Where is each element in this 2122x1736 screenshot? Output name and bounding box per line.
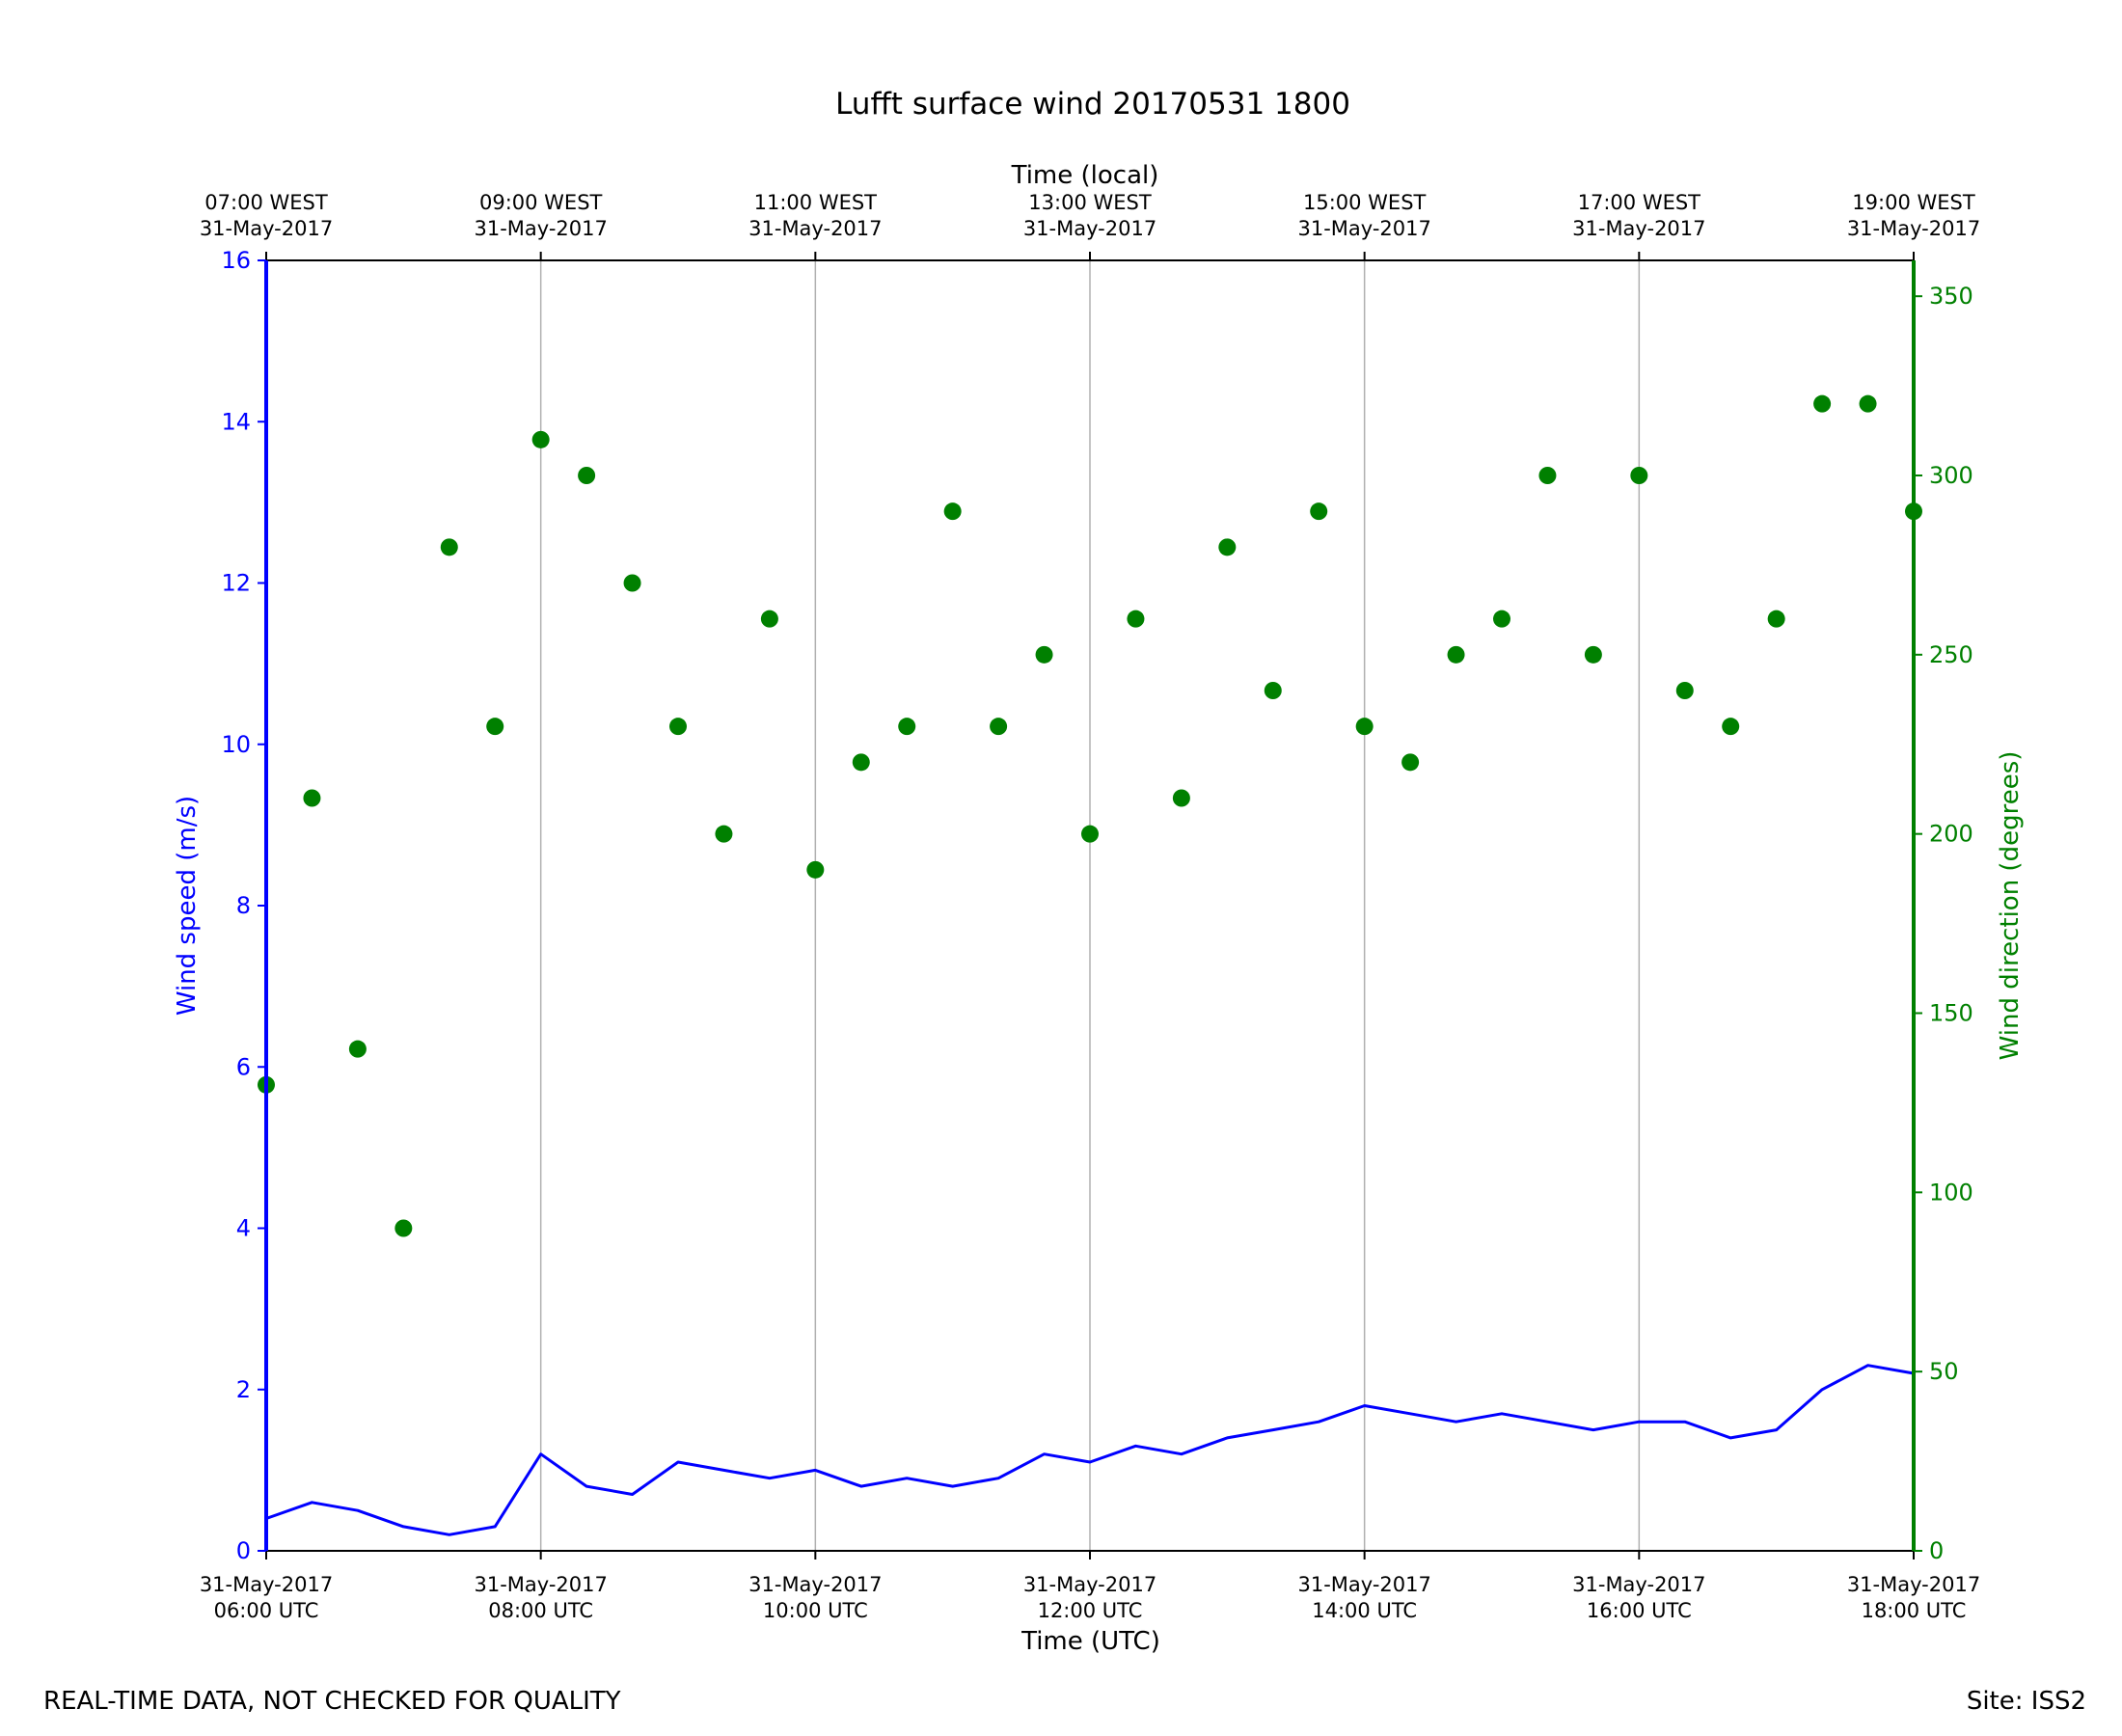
direction-point: [1538, 467, 1557, 484]
x-tick-label-date: 31-May-2017: [1297, 1573, 1430, 1596]
top-tick-label-date: 31-May-2017: [200, 217, 333, 240]
direction-point: [669, 718, 687, 736]
direction-point: [1493, 610, 1510, 628]
direction-point: [303, 789, 321, 807]
direction-point: [1310, 502, 1328, 521]
y-left-tick-label: 6: [236, 1053, 251, 1080]
top-tick-label-date: 31-May-2017: [1023, 217, 1156, 240]
direction-point: [990, 718, 1008, 736]
right-axis-title: Wind direction (degrees): [1996, 751, 2025, 1061]
x-tick-label-date: 31-May-2017: [748, 1573, 882, 1596]
y-left-tick-label: 2: [236, 1376, 251, 1403]
direction-point: [943, 502, 962, 521]
direction-point: [486, 718, 504, 736]
direction-point: [715, 825, 733, 843]
top-tick-label-time: 09:00 WEST: [479, 191, 603, 214]
top-tick-label-date: 31-May-2017: [474, 217, 607, 240]
direction-point: [1447, 645, 1465, 664]
top-tick-label-time: 19:00 WEST: [1852, 191, 1975, 214]
chart-title: Lufft surface wind 20170531 1800: [835, 87, 1350, 122]
y-left-tick-label: 0: [236, 1537, 251, 1564]
direction-point: [578, 467, 596, 484]
top-axis-title: Time (local): [1011, 161, 1159, 190]
y-left-tick-label: 14: [221, 408, 251, 435]
x-tick-label-time: 16:00 UTC: [1587, 1599, 1692, 1622]
x-tick-label-date: 31-May-2017: [200, 1573, 333, 1596]
direction-point: [898, 718, 916, 736]
direction-point: [1081, 825, 1099, 843]
direction-point: [1127, 610, 1145, 628]
y-right-tick-label: 100: [1929, 1179, 1973, 1206]
direction-point: [1722, 718, 1740, 736]
y-right-tick-label: 350: [1929, 283, 1973, 310]
top-tick-label-time: 11:00 WEST: [754, 191, 878, 214]
direction-point: [806, 860, 825, 879]
x-tick-label-date: 31-May-2017: [1847, 1573, 1980, 1596]
y-left-tick-label: 12: [221, 570, 251, 597]
direction-point: [1813, 394, 1832, 413]
axis-ticks: 31-May-2017 06:00 UTC 31-May-2017 08:00 UTC…: [200, 191, 1980, 1622]
y-right-tick-label: 300: [1929, 462, 1973, 489]
direction-point: [623, 574, 641, 592]
y-left-tick-label: 10: [221, 731, 251, 758]
direction-point: [348, 1040, 367, 1058]
speed-series-line: [265, 1364, 1915, 1536]
top-tick-label-date: 31-May-2017: [1297, 217, 1430, 240]
direction-point: [1264, 682, 1282, 699]
top-tick-label-date: 31-May-2017: [1847, 217, 1980, 240]
x-tick-label-time: 14:00 UTC: [1312, 1599, 1417, 1622]
x-tick-label-date: 31-May-2017: [474, 1573, 607, 1596]
direction-point: [1172, 789, 1190, 807]
gridlines: [539, 260, 1641, 1551]
direction-point: [1584, 645, 1602, 664]
top-tick-label-time: 17:00 WEST: [1578, 191, 1701, 214]
y-left-tick-label: 8: [236, 892, 251, 919]
direction-point: [1035, 645, 1053, 664]
x-tick-label-date: 31-May-2017: [1572, 1573, 1705, 1596]
y-right-tick-label: 250: [1929, 641, 1973, 668]
direction-point: [1675, 682, 1694, 699]
left-axis-title: Wind speed (m/s): [173, 796, 202, 1016]
direction-point: [1767, 610, 1785, 628]
x-tick-label-time: 10:00 UTC: [763, 1599, 868, 1622]
direction-point: [394, 1219, 413, 1237]
y-right-tick-label: 150: [1929, 1000, 1973, 1027]
top-tick-label-date: 31-May-2017: [1572, 217, 1705, 240]
y-right-tick-label: 200: [1929, 821, 1973, 848]
x-tick-label-time: 18:00 UTC: [1862, 1599, 1967, 1622]
y-left-tick-label: 4: [236, 1215, 251, 1242]
y-left-tick-label: 16: [221, 247, 251, 274]
top-tick-label-time: 07:00 WEST: [204, 191, 328, 214]
bottom-axis-title: Time (UTC): [1020, 1627, 1160, 1656]
direction-point: [1218, 538, 1237, 556]
direction-series: [258, 394, 1922, 1237]
direction-point: [1355, 718, 1374, 736]
direction-point: [1859, 394, 1877, 413]
direction-point: [760, 610, 778, 628]
x-tick-label-date: 31-May-2017: [1023, 1573, 1156, 1596]
top-tick-label-time: 13:00 WEST: [1028, 191, 1152, 214]
y-right-tick-label: 50: [1929, 1358, 1959, 1385]
direction-point: [852, 753, 870, 772]
site-label: Site: ISS2: [1967, 1687, 2086, 1716]
direction-point: [531, 430, 550, 448]
y-right-tick-label: 0: [1929, 1537, 1944, 1564]
quality-disclaimer: REAL-TIME DATA, NOT CHECKED FOR QUALITY: [43, 1687, 621, 1716]
direction-point: [1630, 467, 1648, 484]
direction-point: [440, 538, 458, 556]
x-tick-label-time: 08:00 UTC: [488, 1599, 593, 1622]
x-tick-label-time: 12:00 UTC: [1038, 1599, 1143, 1622]
direction-point: [1401, 753, 1420, 772]
top-tick-label-date: 31-May-2017: [748, 217, 882, 240]
top-tick-label-time: 15:00 WEST: [1303, 191, 1427, 214]
x-tick-label-time: 06:00 UTC: [214, 1599, 319, 1622]
